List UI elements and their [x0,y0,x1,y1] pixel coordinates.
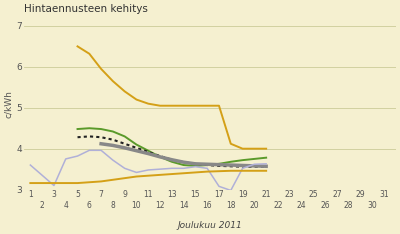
Y-axis label: c/kWh: c/kWh [4,90,13,118]
X-axis label: Joulukuu 2011: Joulukuu 2011 [178,221,242,230]
Text: Hintaennusteen kehitys: Hintaennusteen kehitys [24,4,148,14]
